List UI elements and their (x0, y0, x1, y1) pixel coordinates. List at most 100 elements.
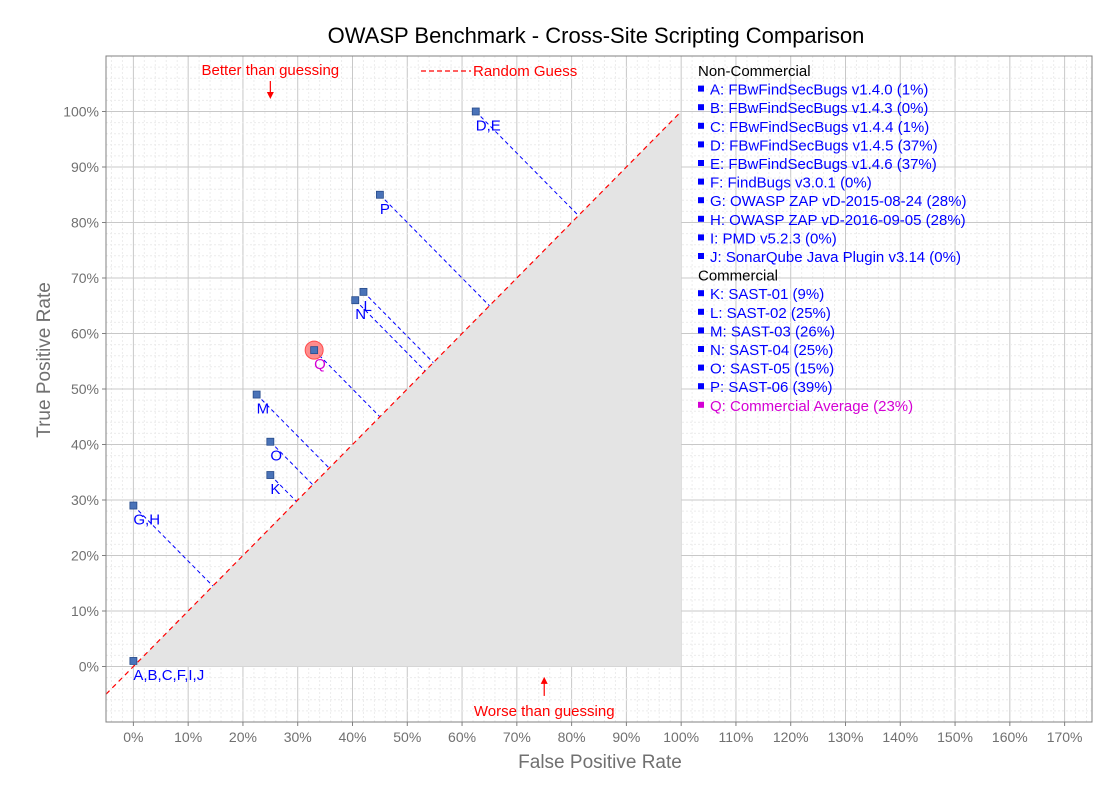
axis-ticks: 0% 10% 20% 30% 40% 50% 60% 70% 80% 90% 100% 110% 120… (63, 104, 1082, 746)
random-guess-line (105, 111, 682, 695)
y-tick-label: 10% (71, 603, 99, 619)
legend-swatch (698, 160, 704, 166)
worse-than-guessing-label: Worse than guessing (474, 703, 615, 720)
projection-line (269, 441, 314, 486)
x-tick-label: 70% (503, 729, 531, 745)
legend-entry: F: FindBugs v3.0.1 (0%) (710, 175, 872, 192)
data-point (310, 346, 319, 355)
x-tick-label: 90% (612, 729, 640, 745)
y-tick-label: 60% (71, 326, 99, 342)
y-tick-label: 50% (71, 381, 99, 397)
x-tick-label: 30% (284, 729, 312, 745)
legend-entry: B: FBwFindSecBugs v1.4.3 (0%) (710, 100, 928, 117)
data-point (351, 296, 360, 305)
legend-entry: A: FBwFindSecBugs v1.4.0 (1%) (710, 82, 928, 99)
x-tick-label: 120% (773, 729, 809, 745)
x-tick-label: 20% (229, 729, 257, 745)
projection-line (379, 194, 490, 307)
random-guess-diagonal (105, 111, 682, 695)
y-axis-label: True Positive Rate (34, 282, 55, 438)
legend-swatch (698, 234, 704, 241)
data-point (359, 287, 368, 296)
legend-entry: H: OWASP ZAP vD-2016-09-05 (28%) (710, 212, 966, 229)
worse-arrow-head (540, 676, 548, 684)
legend-entry: Q: Commercial Average (23%) (710, 398, 913, 415)
legend-swatch (698, 346, 704, 352)
legend-swatch (698, 308, 704, 315)
y-tick-label: 100% (63, 104, 99, 120)
x-tick-label: 60% (448, 729, 476, 745)
x-tick-label: 150% (937, 729, 973, 745)
data-point (129, 501, 138, 510)
legend-entry: O: SAST-05 (15%) (710, 361, 834, 378)
projection-line (475, 111, 579, 216)
legend-entry: D: FBwFindSecBugs v1.4.5 (37%) (710, 137, 938, 154)
plot-frame (105, 55, 1093, 723)
projection-line (354, 299, 426, 372)
y-tick-label: 0% (79, 659, 99, 675)
legend-swatch (698, 364, 704, 371)
data-point-label: A,B,C,F,I,J (133, 667, 204, 684)
y-tick-label: 40% (71, 437, 99, 453)
y-tick-label: 90% (71, 159, 99, 175)
legend-entry: I: PMD v5.2.3 (0%) (710, 230, 837, 247)
x-tick-label: 130% (828, 729, 864, 745)
legend-entry: J: SonarQube Java Plugin v3.14 (0%) (710, 249, 961, 266)
x-tick-label: 40% (338, 729, 366, 745)
x-tick-label: 50% (393, 729, 421, 745)
x-tick-label: 170% (1047, 729, 1083, 745)
data-point-label: N (355, 306, 366, 323)
legend-entry: P: SAST-06 (39%) (710, 379, 833, 396)
legend-swatch (698, 290, 704, 297)
data-point-label: P (380, 201, 390, 218)
data-point-label: K (270, 481, 280, 498)
legend: Non-Commercial A: FBwFindSecBugs v1.4.0 (… (698, 63, 967, 415)
legend-entry: M: SAST-03 (26%) (710, 323, 835, 340)
y-tick-label: 20% (71, 548, 99, 564)
better-arrow-head (266, 92, 274, 99)
x-tick-label: 140% (882, 729, 918, 745)
x-tick-label: 80% (558, 729, 586, 745)
chart-title: OWASP Benchmark - Cross-Site Scripting C… (328, 23, 865, 48)
data-point (252, 390, 261, 399)
legend-swatch (698, 141, 704, 148)
legend-swatch (698, 401, 704, 408)
y-tick-label: 70% (71, 270, 99, 286)
data-point-label: G,H (133, 512, 160, 529)
legend-entry: E: FBwFindSecBugs v1.4.6 (37%) (710, 156, 937, 173)
projection-line (269, 474, 297, 502)
projection-lines (133, 111, 579, 665)
legend-entry: K: SAST-01 (9%) (710, 286, 824, 303)
y-tick-label: 30% (71, 492, 99, 508)
x-tick-label: 110% (719, 729, 754, 745)
projection-line (313, 349, 381, 418)
projection-line (133, 505, 214, 587)
data-point (266, 437, 275, 446)
legend-swatch (698, 215, 704, 222)
legend-entry: G: OWASP ZAP vD-2015-08-24 (28%) (710, 193, 967, 210)
data-point (375, 190, 384, 199)
y-tick-label: 80% (71, 215, 99, 231)
data-point-label: D,E (476, 118, 501, 135)
data-point (471, 107, 480, 116)
legend-entry: N: SAST-04 (25%) (710, 342, 833, 359)
random-guess-legend-label: Random Guess (473, 63, 577, 80)
projection-line (256, 394, 330, 469)
data-point-label: L (363, 298, 371, 315)
data-points: A,B,C,F,I,J G,H KO M Q NL P D,E (129, 107, 501, 684)
legend-swatch (698, 253, 704, 259)
data-point (129, 657, 138, 665)
legend-group-heading: Commercial (698, 268, 778, 285)
data-point (266, 471, 275, 479)
data-point-label: Q (314, 356, 326, 373)
legend-group-heading: Non-Commercial (698, 63, 811, 80)
data-point-label: M (257, 401, 270, 418)
x-tick-label: 100% (663, 729, 699, 745)
x-tick-label: 10% (174, 729, 202, 745)
legend-swatch (698, 122, 704, 129)
x-axis-label: False Positive Rate (518, 752, 682, 773)
projection-line (363, 291, 434, 363)
legend-swatch (698, 197, 704, 204)
